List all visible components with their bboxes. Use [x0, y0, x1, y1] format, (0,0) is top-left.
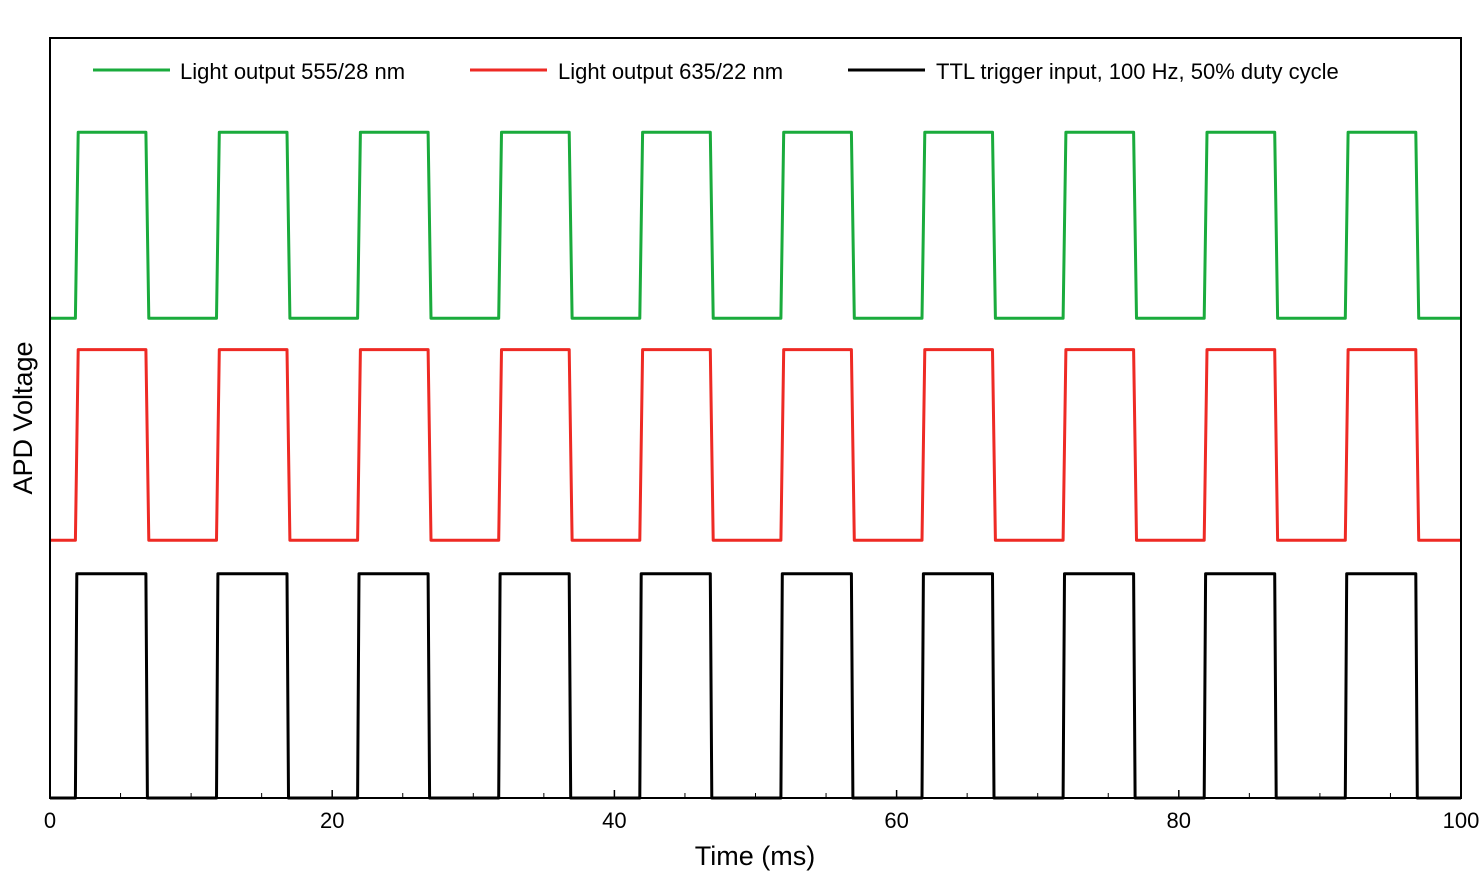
x-tick-label: 80 [1167, 808, 1191, 833]
x-axis: 0 20 40 60 80 100 [44, 790, 1479, 833]
legend-label-2: TTL trigger input, 100 Hz, 50% duty cycl… [936, 59, 1339, 84]
series-line-2 [50, 572, 1461, 800]
legend-label-0: Light output 555/28 nm [180, 59, 405, 84]
x-axis-label: Time (ms) [695, 841, 815, 871]
x-tick-label: 0 [44, 808, 56, 833]
x-tick-label: 100 [1443, 808, 1480, 833]
x-tick-label: 60 [884, 808, 908, 833]
series-line-0 [50, 130, 1461, 320]
x-tick-label: 20 [320, 808, 344, 833]
series-line-1 [50, 348, 1461, 542]
plot-frame [49, 37, 1462, 799]
legend: Light output 555/28 nm Light output 635/… [93, 59, 1339, 84]
series-layer [50, 130, 1461, 800]
y-axis-label: APD Voltage [8, 341, 38, 494]
legend-label-1: Light output 635/22 nm [558, 59, 783, 84]
x-tick-label: 40 [602, 808, 626, 833]
